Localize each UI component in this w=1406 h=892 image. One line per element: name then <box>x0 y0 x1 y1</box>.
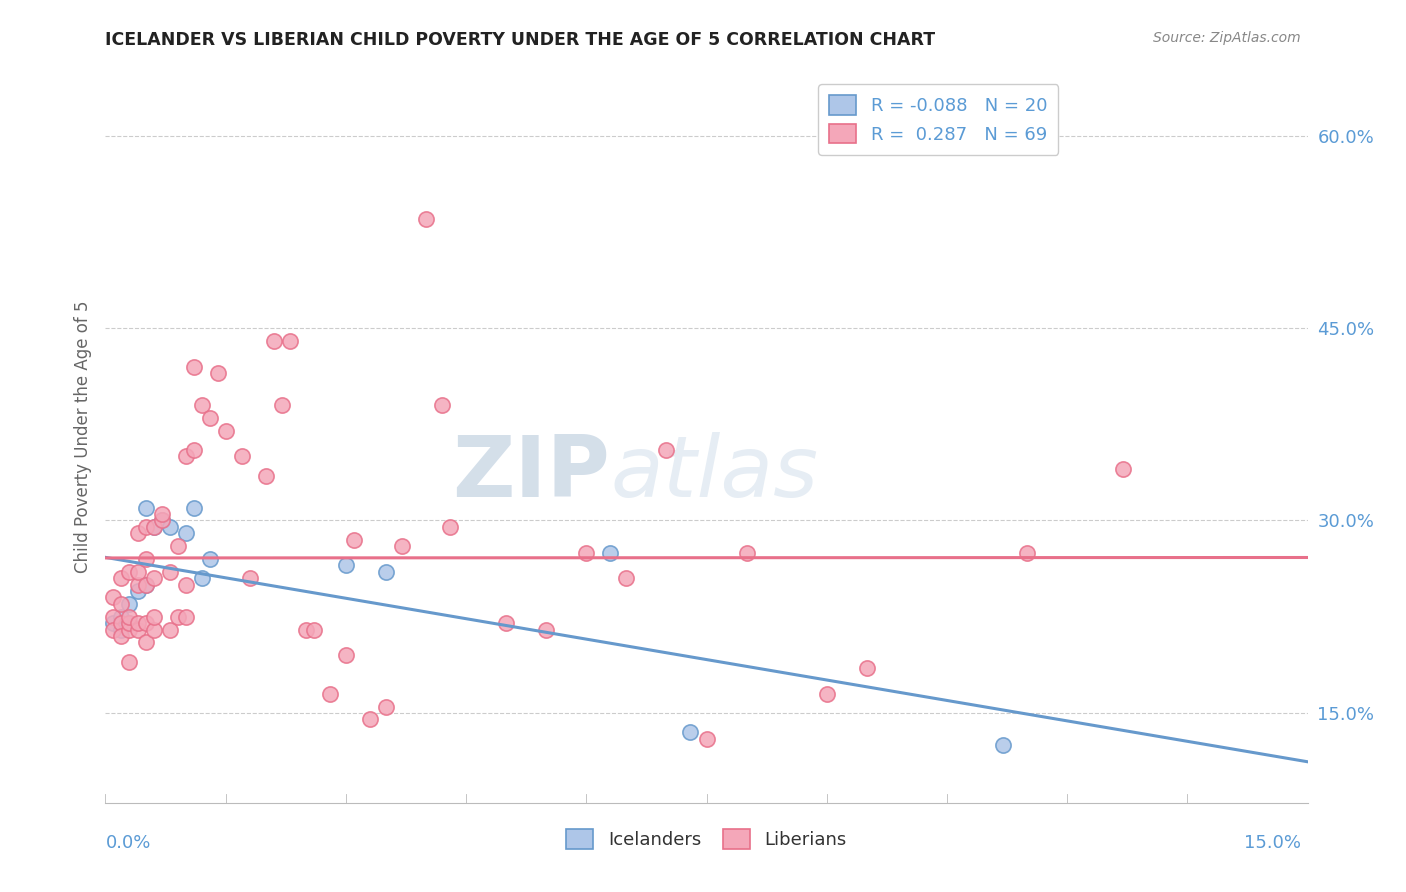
Point <box>118 623 141 637</box>
Point <box>174 609 197 624</box>
Point <box>190 398 212 412</box>
Point <box>150 507 173 521</box>
Point <box>335 558 357 573</box>
Point <box>150 514 173 528</box>
Point <box>103 591 125 605</box>
Point <box>599 545 621 559</box>
Point <box>198 410 221 425</box>
Point <box>391 539 413 553</box>
Text: atlas: atlas <box>610 432 818 516</box>
Point <box>295 623 318 637</box>
Point <box>110 629 132 643</box>
Point <box>679 725 702 739</box>
Point <box>575 545 598 559</box>
Point <box>495 616 517 631</box>
Point <box>375 699 398 714</box>
Text: 15.0%: 15.0% <box>1243 834 1301 852</box>
Point <box>166 539 188 553</box>
Text: ZIP: ZIP <box>453 432 610 516</box>
Point <box>159 520 181 534</box>
Point <box>190 571 212 585</box>
Point <box>127 565 149 579</box>
Point <box>127 584 149 599</box>
Point <box>110 609 132 624</box>
Point <box>118 655 141 669</box>
Text: Source: ZipAtlas.com: Source: ZipAtlas.com <box>1153 31 1301 45</box>
Point <box>135 577 157 591</box>
Point <box>127 526 149 541</box>
Point <box>127 623 149 637</box>
Point <box>375 565 398 579</box>
Point <box>103 616 125 631</box>
Point <box>415 211 437 226</box>
Point <box>118 597 141 611</box>
Point <box>135 552 157 566</box>
Point <box>655 442 678 457</box>
Text: ICELANDER VS LIBERIAN CHILD POVERTY UNDER THE AGE OF 5 CORRELATION CHART: ICELANDER VS LIBERIAN CHILD POVERTY UNDE… <box>105 31 935 49</box>
Point <box>110 597 132 611</box>
Point <box>127 616 149 631</box>
Point <box>278 334 301 348</box>
Point <box>118 565 141 579</box>
Point <box>118 616 141 631</box>
Point <box>616 571 638 585</box>
Point <box>159 623 181 637</box>
Point <box>696 731 718 746</box>
Point <box>110 623 132 637</box>
Point <box>142 609 165 624</box>
Point <box>439 520 461 534</box>
Point <box>183 442 205 457</box>
Point <box>335 648 357 663</box>
Point <box>815 687 838 701</box>
Point <box>142 520 165 534</box>
Point <box>1017 545 1039 559</box>
Point <box>263 334 285 348</box>
Point <box>207 366 229 380</box>
Text: 0.0%: 0.0% <box>105 834 150 852</box>
Point <box>127 577 149 591</box>
Point <box>110 571 132 585</box>
Point <box>166 609 188 624</box>
Point <box>103 609 125 624</box>
Point <box>135 577 157 591</box>
Point <box>536 623 558 637</box>
Point <box>174 450 197 464</box>
Point <box>135 500 157 515</box>
Point <box>159 565 181 579</box>
Point <box>142 623 165 637</box>
Point <box>214 424 236 438</box>
Legend: Icelanders, Liberians: Icelanders, Liberians <box>560 822 853 856</box>
Point <box>135 635 157 649</box>
Point <box>735 545 758 559</box>
Point <box>430 398 453 412</box>
Point <box>103 623 125 637</box>
Point <box>142 520 165 534</box>
Point <box>135 520 157 534</box>
Point <box>239 571 262 585</box>
Point <box>991 738 1014 752</box>
Point <box>198 552 221 566</box>
Point <box>343 533 366 547</box>
Point <box>183 359 205 374</box>
Point <box>174 526 197 541</box>
Point <box>118 609 141 624</box>
Point <box>270 398 292 412</box>
Point <box>855 661 877 675</box>
Point <box>231 450 253 464</box>
Point <box>1112 462 1135 476</box>
Point <box>150 514 173 528</box>
Point <box>302 623 325 637</box>
Point <box>359 712 381 726</box>
Point <box>174 577 197 591</box>
Point <box>254 468 277 483</box>
Point <box>118 616 141 631</box>
Point <box>319 687 342 701</box>
Point <box>110 616 132 631</box>
Point <box>142 571 165 585</box>
Point <box>135 616 157 631</box>
Point <box>183 500 205 515</box>
Y-axis label: Child Poverty Under the Age of 5: Child Poverty Under the Age of 5 <box>73 301 91 574</box>
